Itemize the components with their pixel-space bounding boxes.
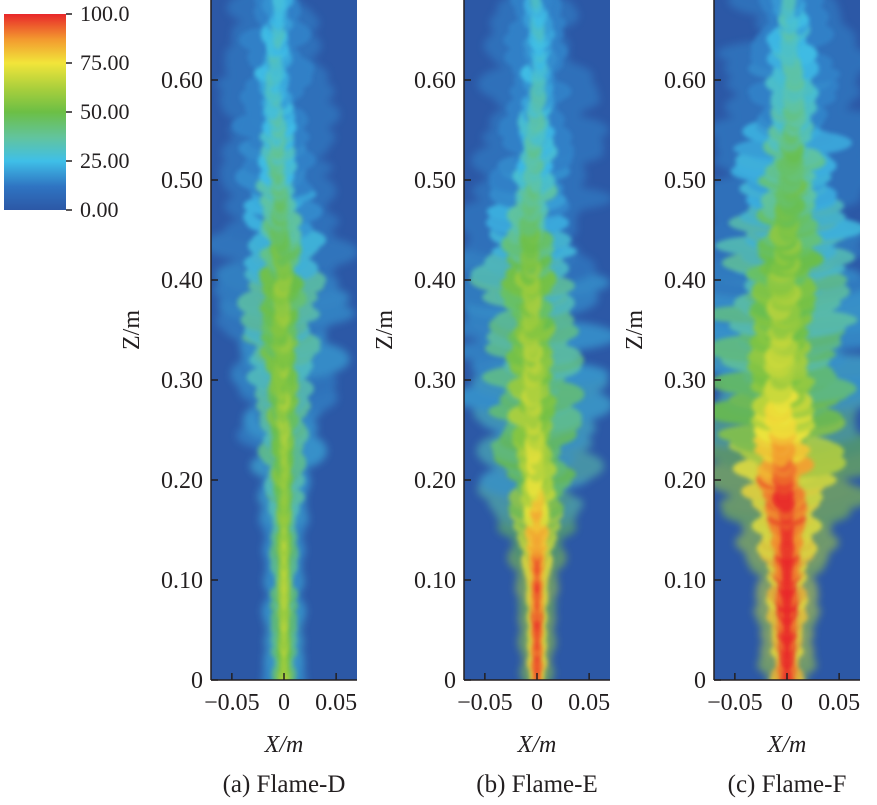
panel-caption: (c) Flame-F	[728, 771, 847, 798]
colorbar-gradient	[4, 14, 66, 210]
y-tick-label: 0	[191, 668, 203, 694]
colorbar-tick-label: 100.0	[80, 1, 130, 26]
y-tick-label: 0.10	[664, 568, 706, 594]
x-tick-label: 0.05	[568, 690, 610, 716]
flame-panel: 00.100.200.300.400.500.60−0.05 0 0.05X/mZ/…	[119, 0, 357, 798]
y-tick-label: 0.60	[664, 68, 706, 94]
x-axis-label: X/m	[264, 732, 304, 758]
y-tick-label: 0.40	[414, 268, 456, 294]
x-axis-label: X/m	[767, 732, 807, 758]
colorbar-tick-label: 0.00	[80, 197, 119, 222]
x-tick-label: −0.05	[204, 690, 260, 716]
x-tick-label: −0.05	[707, 690, 763, 716]
flame-field	[714, 0, 860, 680]
y-axis-label: Z/m	[372, 310, 398, 350]
colorbar-tick-label: 75.00	[80, 50, 130, 75]
x-tick-label: −0.05	[457, 690, 513, 716]
colorbar: 100.0 75.00 50.00 25.00 0.00	[4, 1, 130, 222]
y-tick-label: 0.60	[414, 68, 456, 94]
flame-panel: 00.100.200.300.400.500.60−0.05 0 0.05X/mZ/…	[372, 0, 610, 798]
panel-caption: (b) Flame-E	[476, 771, 597, 798]
x-axis-label: X/m	[517, 732, 557, 758]
y-tick-label: 0	[694, 668, 706, 694]
y-tick-label: 0.60	[161, 68, 203, 94]
flame-field	[464, 0, 610, 680]
flame-panel: 00.100.200.300.400.500.60−0.05 0 0.05X/mZ/…	[622, 0, 860, 798]
y-tick-label: 0.50	[161, 168, 203, 194]
y-tick-label: 0.50	[414, 168, 456, 194]
y-tick-label: 0.10	[414, 568, 456, 594]
y-axis-label: Z/m	[119, 310, 145, 350]
y-tick-label: 0.30	[414, 368, 456, 394]
colorbar-tick-label: 25.00	[80, 148, 130, 173]
y-axis-label: Z/m	[622, 310, 648, 350]
y-tick-label: 0.20	[414, 468, 456, 494]
x-tick-label: 0.05	[315, 690, 357, 716]
y-tick-label: 0.30	[664, 368, 706, 394]
x-tick-label: 0	[278, 690, 290, 716]
x-tick-label: 0.05	[818, 690, 860, 716]
y-tick-label: 0.40	[161, 268, 203, 294]
panel-caption: (a) Flame-D	[223, 771, 346, 798]
flame-field	[211, 0, 357, 680]
y-tick-label: 0.10	[161, 568, 203, 594]
y-tick-label: 0.20	[161, 468, 203, 494]
y-tick-label: 0.50	[664, 168, 706, 194]
x-tick-label: 0	[531, 690, 543, 716]
y-tick-label: 0.20	[664, 468, 706, 494]
x-tick-label: 0	[781, 690, 793, 716]
colorbar-tick-label: 50.00	[80, 99, 130, 124]
y-tick-label: 0.40	[664, 268, 706, 294]
y-tick-label: 0.30	[161, 368, 203, 394]
y-tick-label: 0	[444, 668, 456, 694]
